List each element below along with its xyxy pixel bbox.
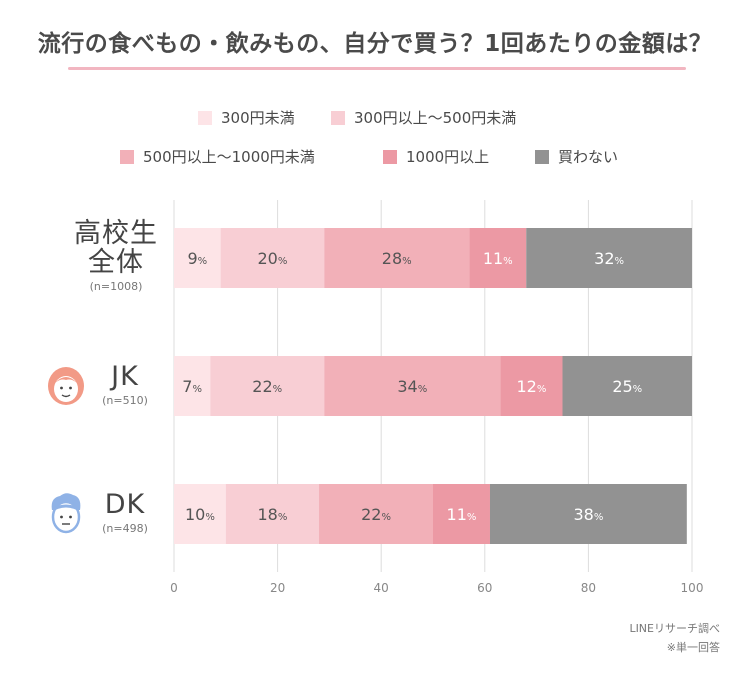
sample-size: (n=498) bbox=[102, 522, 148, 535]
title-underline bbox=[68, 67, 686, 70]
girl-face-icon bbox=[48, 367, 84, 405]
data-label: 12% bbox=[516, 377, 546, 396]
data-label: 9% bbox=[187, 249, 207, 268]
bar-segment bbox=[324, 356, 501, 416]
bar-segment bbox=[489, 484, 687, 544]
bar-segment bbox=[220, 228, 325, 288]
data-label: 11% bbox=[447, 505, 477, 524]
category-label-dk: DK (n=498) bbox=[92, 490, 158, 535]
category-label-jk: JK (n=510) bbox=[92, 362, 158, 407]
legend-label: 買わない bbox=[558, 148, 619, 166]
legend-swatch bbox=[198, 110, 212, 125]
legend-swatch bbox=[535, 149, 549, 164]
bar-segment bbox=[562, 356, 692, 416]
legend-swatch bbox=[383, 149, 397, 164]
sample-size: (n=510) bbox=[102, 394, 148, 407]
legend-swatch bbox=[120, 149, 134, 164]
boy-face-icon bbox=[51, 493, 81, 534]
category-name-line: JK bbox=[111, 361, 139, 392]
sample-size: (n=1008) bbox=[89, 280, 143, 293]
legend-item-300-500: 300円以上〜500円未満 bbox=[331, 107, 516, 128]
bar-segment bbox=[319, 484, 433, 544]
data-label: 10% bbox=[185, 505, 215, 524]
data-label: 20% bbox=[257, 249, 287, 268]
legend-label: 1000円以上 bbox=[406, 148, 490, 166]
x-tick-label: 20 bbox=[270, 581, 285, 595]
data-label: 22% bbox=[252, 377, 282, 396]
category-name-line: DK bbox=[104, 489, 146, 520]
bar-segment bbox=[500, 356, 563, 416]
category-name-line: 高校生 bbox=[74, 218, 158, 249]
answer-type-note: ※単一回答 bbox=[666, 641, 720, 654]
data-label: 18% bbox=[257, 505, 287, 524]
bar-segment bbox=[174, 356, 211, 416]
bar-segment bbox=[225, 484, 320, 544]
data-label: 28% bbox=[382, 249, 412, 268]
legend-label: 300円未満 bbox=[221, 109, 295, 127]
x-tick-label: 100 bbox=[681, 581, 704, 595]
data-label: 7% bbox=[182, 377, 202, 396]
data-label: 11% bbox=[483, 249, 513, 268]
legend-swatch bbox=[331, 110, 345, 125]
bar-segment bbox=[174, 484, 226, 544]
bar-layer: 9% 20% 28% 11% 32% 7% 22% 34% 12% 25% 10% 18% 22% 11%… bbox=[174, 228, 692, 544]
source-note: LINEリサーチ調べ bbox=[629, 622, 720, 635]
tick-layer: 0 20 40 60 80 100 bbox=[170, 581, 703, 595]
bar-segment bbox=[526, 228, 692, 288]
data-label: 25% bbox=[612, 377, 642, 396]
legend-item-over-1000: 1000円以上 bbox=[383, 146, 489, 167]
data-label: 38% bbox=[573, 505, 603, 524]
category-label-all: 高校生 全体 (n=1008) bbox=[66, 219, 166, 293]
x-tick-label: 60 bbox=[477, 581, 492, 595]
bar-segment bbox=[324, 228, 470, 288]
category-name-line: 全体 bbox=[88, 247, 144, 278]
legend-label: 300円以上〜500円未満 bbox=[354, 109, 517, 127]
legend-item-dont-buy: 買わない bbox=[535, 146, 618, 167]
x-tick-label: 80 bbox=[581, 581, 596, 595]
chart-title: 流行の食べもの・飲みもの、自分で買う？1回あたりの金額は？ bbox=[37, 31, 713, 57]
bar-segment bbox=[174, 228, 221, 288]
legend-label: 500円以上〜1000円未満 bbox=[143, 148, 315, 166]
data-label: 34% bbox=[397, 377, 427, 396]
bar-segment bbox=[469, 228, 527, 288]
data-label: 22% bbox=[361, 505, 391, 524]
bar-segment bbox=[210, 356, 325, 416]
bar-segment bbox=[433, 484, 490, 544]
x-tick-label: 40 bbox=[374, 581, 389, 595]
x-tick-label: 0 bbox=[170, 581, 178, 595]
data-label: 32% bbox=[594, 249, 624, 268]
legend-item-500-1000: 500円以上〜1000円未満 bbox=[120, 146, 315, 167]
legend-item-under-300: 300円未満 bbox=[198, 107, 295, 128]
